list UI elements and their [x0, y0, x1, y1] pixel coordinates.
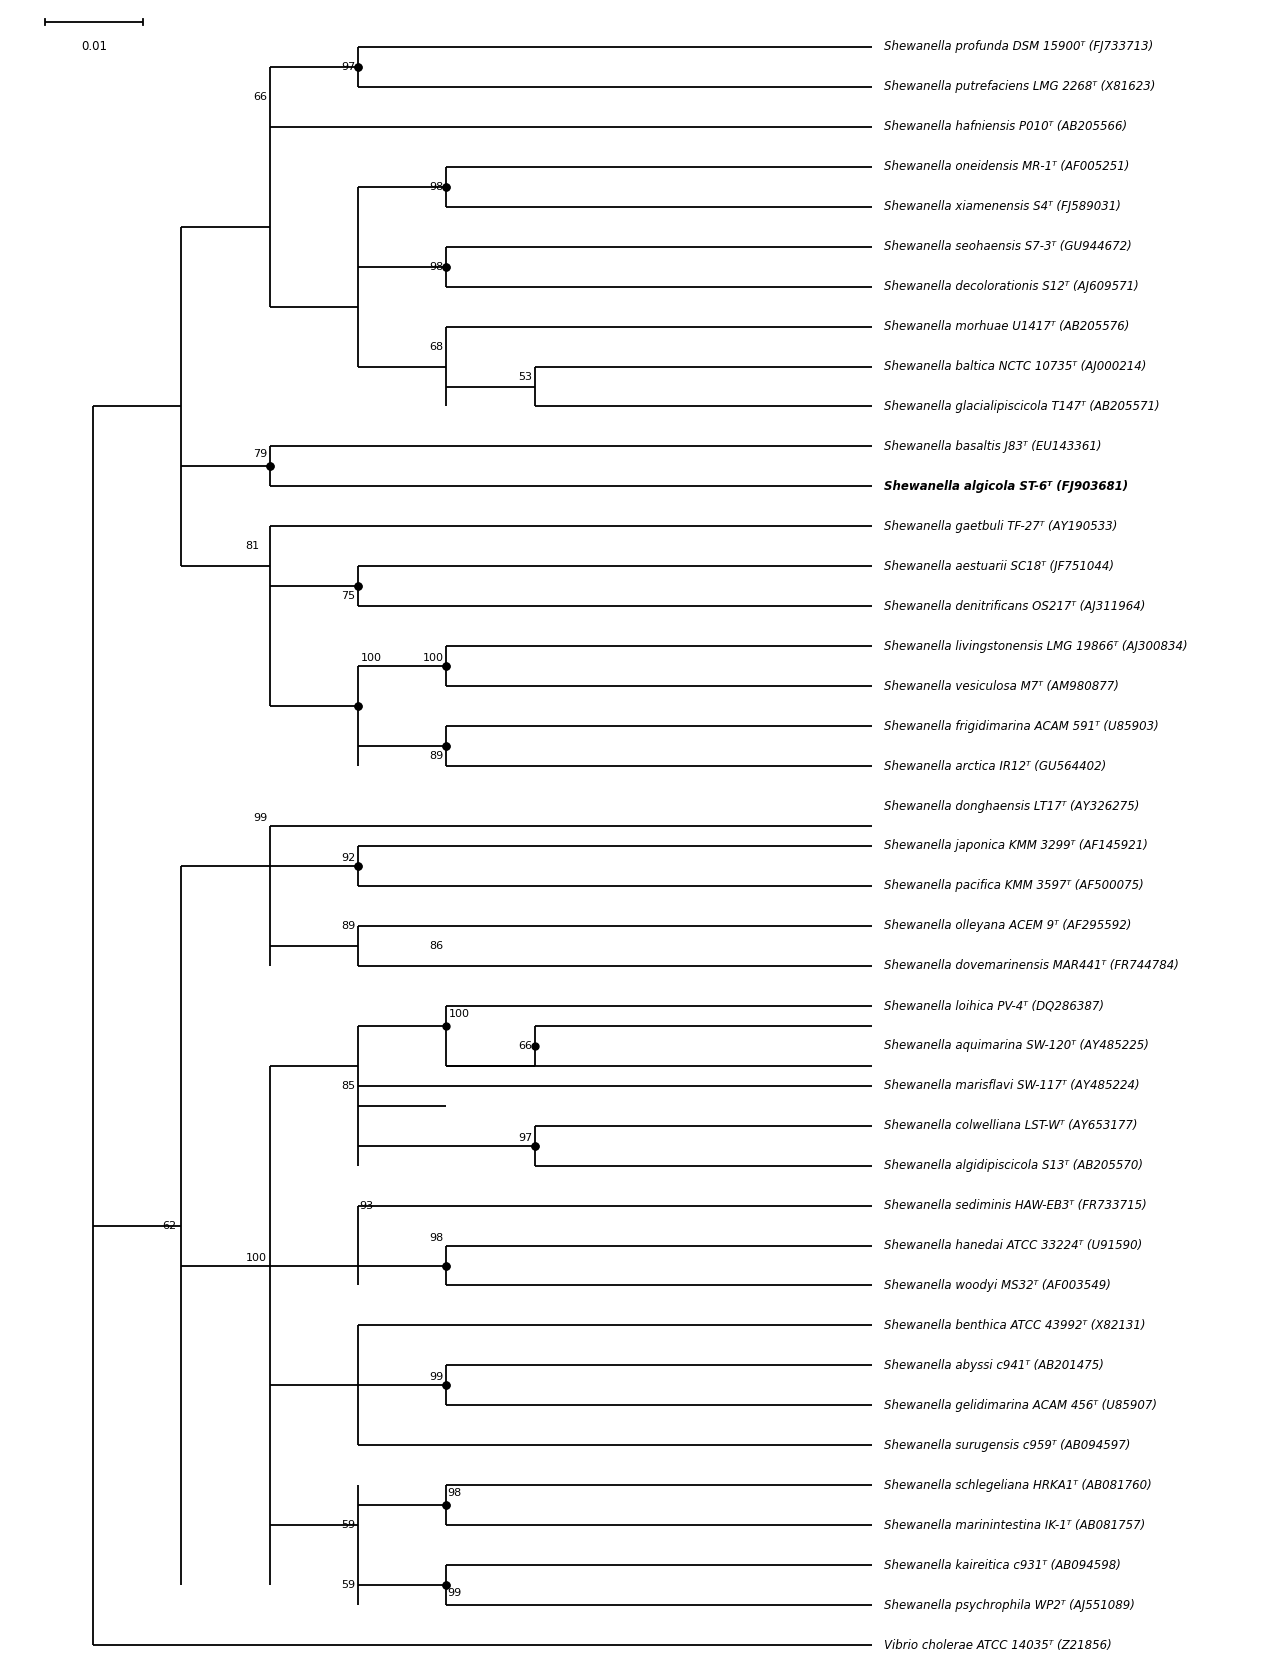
Text: Shewanella morhuae U1417ᵀ (AB205576): Shewanella morhuae U1417ᵀ (AB205576) [884, 319, 1130, 333]
Text: 68: 68 [429, 341, 443, 351]
Text: Shewanella baltica NCTC 10735ᵀ (AJ000214): Shewanella baltica NCTC 10735ᵀ (AJ000214… [884, 359, 1146, 373]
Text: 86: 86 [429, 941, 443, 951]
Text: 98: 98 [429, 1232, 443, 1242]
Text: 85: 85 [341, 1080, 355, 1090]
Text: Shewanella livingstonensis LMG 19866ᵀ (AJ300834): Shewanella livingstonensis LMG 19866ᵀ (A… [884, 640, 1189, 652]
Text: Vibrio cholerae ATCC 14035ᵀ (Z21856): Vibrio cholerae ATCC 14035ᵀ (Z21856) [884, 1639, 1112, 1652]
Text: Shewanella olleyana ACEM 9ᵀ (AF295592): Shewanella olleyana ACEM 9ᵀ (AF295592) [884, 920, 1132, 933]
Text: 62: 62 [162, 1221, 176, 1231]
Text: 92: 92 [341, 853, 355, 863]
Text: Shewanella frigidimarina ACAM 591ᵀ (U85903): Shewanella frigidimarina ACAM 591ᵀ (U859… [884, 719, 1159, 732]
Text: Shewanella gelidimarina ACAM 456ᵀ (U85907): Shewanella gelidimarina ACAM 456ᵀ (U8590… [884, 1399, 1158, 1411]
Text: Shewanella marisflavi SW-117ᵀ (AY485224): Shewanella marisflavi SW-117ᵀ (AY485224) [884, 1078, 1140, 1092]
Text: Shewanella hanedai ATCC 33224ᵀ (U91590): Shewanella hanedai ATCC 33224ᵀ (U91590) [884, 1239, 1143, 1252]
Text: 89: 89 [341, 921, 355, 931]
Text: Shewanella aquimarina SW-120ᵀ (AY485225): Shewanella aquimarina SW-120ᵀ (AY485225) [884, 1040, 1149, 1052]
Text: 98: 98 [429, 261, 443, 271]
Text: 66: 66 [253, 92, 267, 102]
Text: Shewanella arctica IR12ᵀ (GU564402): Shewanella arctica IR12ᵀ (GU564402) [884, 759, 1107, 772]
Text: Shewanella marinintestina IK-1ᵀ (AB081757): Shewanella marinintestina IK-1ᵀ (AB08175… [884, 1518, 1145, 1532]
Text: Shewanella aestuarii SC18ᵀ (JF751044): Shewanella aestuarii SC18ᵀ (JF751044) [884, 560, 1114, 573]
Text: 99: 99 [253, 813, 267, 823]
Text: 53: 53 [518, 371, 532, 381]
Text: 100: 100 [423, 654, 443, 664]
Text: Shewanella denitrificans OS217ᵀ (AJ311964): Shewanella denitrificans OS217ᵀ (AJ31196… [884, 600, 1146, 612]
Text: 100: 100 [449, 1008, 470, 1018]
Text: Shewanella seohaensis S7-3ᵀ (GU944672): Shewanella seohaensis S7-3ᵀ (GU944672) [884, 241, 1132, 252]
Text: 97: 97 [518, 1132, 532, 1142]
Text: 81: 81 [245, 542, 259, 552]
Text: Shewanella colwelliana LST-Wᵀ (AY653177): Shewanella colwelliana LST-Wᵀ (AY653177) [884, 1119, 1137, 1132]
Text: Shewanella xiamenensis S4ᵀ (FJ589031): Shewanella xiamenensis S4ᵀ (FJ589031) [884, 201, 1121, 214]
Text: 98: 98 [429, 182, 443, 192]
Text: Shewanella putrefaciens LMG 2268ᵀ (X81623): Shewanella putrefaciens LMG 2268ᵀ (X8162… [884, 80, 1155, 94]
Text: Shewanella psychrophila WP2ᵀ (AJ551089): Shewanella psychrophila WP2ᵀ (AJ551089) [884, 1598, 1135, 1612]
Text: Shewanella gaetbuli TF-27ᵀ (AY190533): Shewanella gaetbuli TF-27ᵀ (AY190533) [884, 520, 1118, 533]
Text: Shewanella donghaensis LT17ᵀ (AY326275): Shewanella donghaensis LT17ᵀ (AY326275) [884, 799, 1140, 813]
Text: Shewanella glacialipiscicola T147ᵀ (AB205571): Shewanella glacialipiscicola T147ᵀ (AB20… [884, 400, 1160, 413]
Text: 93: 93 [359, 1200, 373, 1211]
Text: Shewanella loihica PV-4ᵀ (DQ286387): Shewanella loihica PV-4ᵀ (DQ286387) [884, 1000, 1104, 1012]
Text: 59: 59 [341, 1580, 355, 1590]
Text: 100: 100 [247, 1252, 267, 1262]
Text: 99: 99 [447, 1588, 461, 1598]
Text: 79: 79 [253, 450, 267, 460]
Text: Shewanella algicola ST-6ᵀ (FJ903681): Shewanella algicola ST-6ᵀ (FJ903681) [884, 480, 1128, 493]
Text: Shewanella abyssi c941ᵀ (AB201475): Shewanella abyssi c941ᵀ (AB201475) [884, 1359, 1104, 1373]
Text: 99: 99 [429, 1373, 443, 1383]
Text: Shewanella kaireitica c931ᵀ (AB094598): Shewanella kaireitica c931ᵀ (AB094598) [884, 1558, 1121, 1572]
Text: Shewanella algidipiscicola S13ᵀ (AB205570): Shewanella algidipiscicola S13ᵀ (AB20557… [884, 1159, 1144, 1172]
Text: Shewanella dovemarinensis MAR441ᵀ (FR744784): Shewanella dovemarinensis MAR441ᵀ (FR744… [884, 960, 1180, 973]
Text: 98: 98 [447, 1488, 461, 1498]
Text: Shewanella hafniensis P010ᵀ (AB205566): Shewanella hafniensis P010ᵀ (AB205566) [884, 120, 1127, 134]
Text: 100: 100 [360, 654, 381, 664]
Text: Shewanella japonica KMM 3299ᵀ (AF145921): Shewanella japonica KMM 3299ᵀ (AF145921) [884, 839, 1149, 853]
Text: Shewanella basaltis J83ᵀ (EU143361): Shewanella basaltis J83ᵀ (EU143361) [884, 440, 1102, 453]
Text: Shewanella vesiculosa M7ᵀ (AM980877): Shewanella vesiculosa M7ᵀ (AM980877) [884, 681, 1120, 692]
Text: 75: 75 [341, 592, 355, 602]
Text: Shewanella decolorationis S12ᵀ (AJ609571): Shewanella decolorationis S12ᵀ (AJ609571… [884, 281, 1139, 293]
Text: Shewanella surugensis c959ᵀ (AB094597): Shewanella surugensis c959ᵀ (AB094597) [884, 1440, 1131, 1451]
Text: Shewanella schlegeliana HRKA1ᵀ (AB081760): Shewanella schlegeliana HRKA1ᵀ (AB081760… [884, 1478, 1153, 1491]
Text: Shewanella woodyi MS32ᵀ (AF003549): Shewanella woodyi MS32ᵀ (AF003549) [884, 1279, 1112, 1292]
Text: 59: 59 [341, 1520, 355, 1530]
Text: Shewanella oneidensis MR-1ᵀ (AF005251): Shewanella oneidensis MR-1ᵀ (AF005251) [884, 161, 1130, 174]
Text: Shewanella profunda DSM 15900ᵀ (FJ733713): Shewanella profunda DSM 15900ᵀ (FJ733713… [884, 40, 1154, 54]
Text: Shewanella benthica ATCC 43992ᵀ (X82131): Shewanella benthica ATCC 43992ᵀ (X82131) [884, 1319, 1146, 1333]
Text: 89: 89 [429, 751, 443, 761]
Text: 66: 66 [518, 1040, 532, 1050]
Text: Shewanella sediminis HAW-EB3ᵀ (FR733715): Shewanella sediminis HAW-EB3ᵀ (FR733715) [884, 1199, 1148, 1212]
Text: Shewanella pacifica KMM 3597ᵀ (AF500075): Shewanella pacifica KMM 3597ᵀ (AF500075) [884, 879, 1144, 893]
Text: 0.01: 0.01 [81, 40, 107, 54]
Text: 97: 97 [341, 62, 355, 72]
